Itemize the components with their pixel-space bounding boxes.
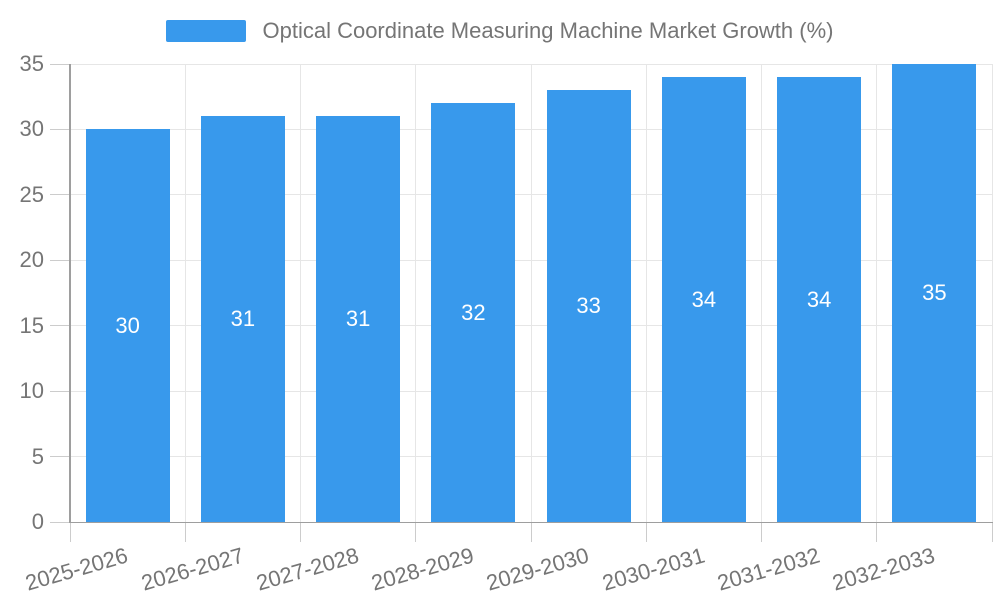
bar-value-label: 35 [922,280,947,305]
y-tick [50,325,70,327]
v-gridline [761,64,762,522]
bar [431,103,516,522]
x-tick-label: 2030-2031 [599,542,708,596]
bar-value-label: 30 [115,312,140,338]
y-tick [50,128,70,130]
bar [892,64,977,522]
bar-value-label: 31 [230,306,256,332]
bar [316,116,401,522]
bar [200,116,285,522]
bar [777,77,862,522]
bar-value-label: 32 [461,299,486,325]
x-tick [69,522,71,542]
bar-value-label: 31 [345,306,371,332]
x-tick-label: 2029-2030 [483,542,592,596]
bar [661,77,746,522]
x-tick [645,522,647,542]
x-tick [991,522,993,542]
bar-value-label: 33 [576,293,601,319]
bar-value-label: 34 [806,286,832,312]
legend: Optical Coordinate Measuring Machine Mar… [0,18,1000,44]
x-tick-label: 2028-2029 [368,542,477,596]
x-tick-label: 2026-2027 [138,542,247,596]
x-tick [761,522,762,542]
y-tick [50,63,70,65]
y-axis-line [69,64,71,523]
v-gridline [530,64,532,522]
x-tick-label: 2031-2032 [714,542,823,596]
y-tick-label: 10 [19,378,44,404]
y-tick-label: 25 [19,181,44,207]
x-tick-label: 2025-2026 [22,542,131,596]
y-tick-label: 30 [19,116,44,142]
y-tick-label: 35 [19,51,44,76]
v-gridline [645,64,647,522]
bar-value-label: 34 [691,286,717,312]
y-tick-label: 5 [31,443,44,469]
y-tick [50,390,70,392]
v-gridline [300,64,301,522]
y-tick [50,456,70,458]
x-tick-label: 2027-2028 [253,542,362,596]
x-tick [300,522,301,542]
x-tick [415,522,417,542]
y-tick [50,521,70,523]
v-gridline [184,64,186,522]
x-tick [876,522,878,542]
legend-swatch [166,20,247,42]
v-gridline [415,64,417,522]
x-tick [530,522,532,542]
y-tick [50,259,70,261]
x-tick-label: 2032-2033 [829,542,938,596]
legend-label: Optical Coordinate Measuring Machine Mar… [262,18,834,43]
bar [85,129,170,522]
v-gridline [876,64,878,522]
y-tick-label: 20 [19,247,44,273]
v-gridline [991,64,993,522]
y-tick-label: 15 [19,312,44,338]
x-tick [184,522,186,542]
legend-item[interactable]: Optical Coordinate Measuring Machine Mar… [166,18,834,44]
y-tick [50,194,70,196]
x-axis-line [69,521,993,523]
bar [546,90,631,522]
y-tick-label: 0 [31,509,44,534]
